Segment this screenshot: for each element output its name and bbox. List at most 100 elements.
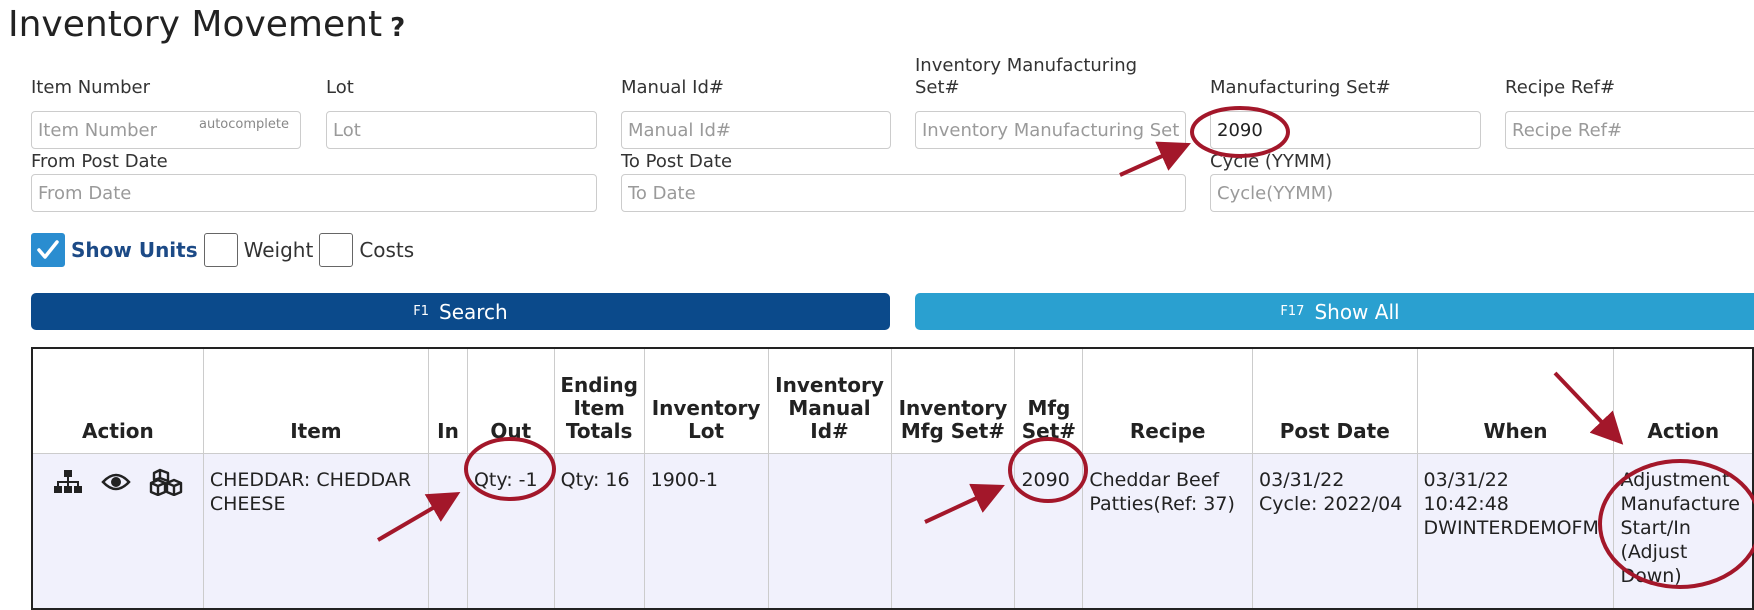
inv-mfg-set-label-line1: Inventory Manufacturing (915, 55, 1138, 76)
cubes-icon[interactable] (149, 468, 183, 502)
col-header-when[interactable]: When (1416, 347, 1615, 454)
mfg-set-input[interactable] (1210, 111, 1481, 149)
mfg-set-field-group: Manufacturing Set# (1210, 78, 1391, 98)
action-type-cell: Adjustment Manufacture Start/In (Adjust Down… (1613, 453, 1754, 610)
cell-line: Start/In (1620, 517, 1691, 539)
cell-line: 03/31/22 (1423, 469, 1509, 491)
recipe-ref-input[interactable] (1505, 111, 1754, 149)
col-header-inventory-lot[interactable]: Inventory Lot (643, 347, 769, 454)
header-line: Mfg (1027, 396, 1071, 420)
col-header-post-date[interactable]: Post Date (1252, 347, 1418, 454)
inventory-mfg-set-cell (890, 453, 1016, 610)
cycle-field-group: Cycle (YYMM) (1210, 152, 1332, 172)
cell-line: Adjustment (1620, 469, 1730, 491)
cell-line: CHEDDAR: CHEDDAR (209, 469, 412, 491)
eye-icon[interactable] (101, 471, 131, 499)
search-button-label: Search (439, 299, 508, 324)
header-line: Ending (560, 373, 638, 397)
weight-label[interactable]: Weight (243, 238, 314, 262)
cell-line: Patties(Ref: 37) (1089, 493, 1235, 515)
col-header-inventory-mfg-set[interactable]: Inventory Mfg Set# (890, 347, 1016, 454)
col-header-action-type[interactable]: Action (1613, 347, 1754, 454)
cell-line: DWINTERDEMOFM (1423, 517, 1599, 539)
costs-checkbox[interactable] (319, 233, 354, 267)
cell-line: 03/31/22 (1259, 469, 1345, 491)
col-header-item[interactable]: Item (202, 347, 430, 454)
item-number-label: Item Number (31, 77, 151, 98)
manual-id-field-group: Manual Id# (621, 78, 724, 98)
search-button[interactable]: F1 Search (31, 293, 890, 330)
show-units-label[interactable]: Show Units (71, 238, 198, 262)
to-post-date-field-group: To Post Date (621, 152, 732, 172)
mfg-set-cell: 2090 (1014, 453, 1084, 610)
from-post-date-field-group: From Post Date (31, 152, 168, 172)
header-line: Totals (565, 419, 633, 443)
checkmark-icon (37, 240, 59, 259)
from-date-input[interactable] (31, 174, 597, 212)
arrow-to-mfg-set-input (1119, 141, 1191, 177)
page-title: Inventory Movement? (8, 4, 405, 45)
cycle-input[interactable] (1210, 174, 1754, 212)
cell-line: Down) (1620, 565, 1682, 587)
col-header-inventory-manual-id[interactable]: Inventory Manual Id# (767, 347, 892, 454)
out-cell: Qty: -1 (466, 453, 555, 610)
lot-label: Lot (326, 77, 354, 98)
cell-line: (Adjust (1620, 541, 1688, 563)
header-line: Lot (688, 419, 725, 443)
inventory-manual-id-cell (767, 453, 892, 610)
header-line: Inventory (651, 396, 761, 420)
mfg-set-label: Manufacturing Set# (1210, 77, 1391, 98)
col-header-ending-totals[interactable]: Ending Item Totals (553, 347, 645, 454)
cycle-label: Cycle (YYMM) (1210, 151, 1333, 172)
recipe-ref-label: Recipe Ref# (1505, 77, 1616, 98)
to-post-date-label: To Post Date (621, 151, 733, 172)
inv-mfg-set-field-group: Inventory Manufacturing Set# (915, 56, 1137, 98)
item-number-input[interactable] (31, 111, 301, 149)
search-shortcut-key: F1 (413, 304, 430, 319)
header-line: Inventory (775, 373, 884, 397)
show-all-button[interactable]: F17 Show All (915, 293, 1754, 330)
col-header-action[interactable]: Action (31, 347, 204, 454)
inv-mfg-set-label-line2: Set# (915, 77, 960, 98)
show-all-button-label: Show All (1314, 299, 1400, 324)
cell-line: Cycle: 2022/04 (1259, 493, 1403, 515)
weight-checkbox[interactable] (203, 233, 238, 267)
cell-line: Manufacture (1620, 493, 1740, 515)
ending-totals-cell: Qty: 16 (553, 453, 645, 610)
page-title-text: Inventory Movement (8, 4, 383, 45)
display-options: Show Units Weight Costs (31, 231, 420, 269)
cell-line: 10:42:48 (1423, 493, 1509, 515)
col-header-in[interactable]: In (428, 347, 468, 454)
hierarchy-icon[interactable] (53, 469, 83, 501)
table-row: CHEDDAR: CHEDDAR CHEESE Qty: -1 Qty: 16 1… (31, 453, 1754, 610)
show-units-checkbox[interactable] (31, 233, 65, 267)
to-date-input[interactable] (621, 174, 1186, 212)
recipe-ref-field-group: Recipe Ref# (1505, 78, 1615, 98)
header-line: Mfg Set# (900, 419, 1006, 443)
help-icon[interactable]: ? (390, 13, 406, 43)
header-line: Set# (1021, 419, 1077, 443)
header-line: Id# (810, 419, 849, 443)
table-header-row: Action Item In Out Ending Item Totals Inve… (31, 347, 1754, 454)
col-header-recipe[interactable]: Recipe (1082, 347, 1254, 454)
from-post-date-label: From Post Date (31, 151, 168, 172)
costs-label[interactable]: Costs (359, 238, 415, 262)
item-cell: CHEDDAR: CHEDDAR CHEESE (202, 453, 430, 610)
col-header-mfg-set[interactable]: Mfg Set# (1014, 347, 1084, 454)
header-line: Inventory (898, 396, 1008, 420)
when-cell: 03/31/22 10:42:48 DWINTERDEMOFM (1416, 453, 1615, 610)
manual-id-input[interactable] (621, 111, 891, 149)
header-line: Item (573, 396, 625, 420)
in-cell (428, 453, 468, 610)
col-header-out[interactable]: Out (466, 347, 555, 454)
cell-line: Cheddar Beef (1089, 469, 1220, 491)
item-number-field-group: Item Number (31, 78, 150, 98)
autocomplete-hint: autocomplete (199, 117, 289, 132)
show-all-shortcut-key: F17 (1280, 304, 1305, 319)
inv-mfg-set-input[interactable] (915, 111, 1186, 149)
row-actions-cell (31, 453, 204, 610)
recipe-cell: Cheddar Beef Patties(Ref: 37) (1082, 453, 1254, 610)
post-date-cell: 03/31/22 Cycle: 2022/04 (1252, 453, 1418, 610)
lot-input[interactable] (326, 111, 597, 149)
lot-field-group: Lot (326, 78, 354, 98)
